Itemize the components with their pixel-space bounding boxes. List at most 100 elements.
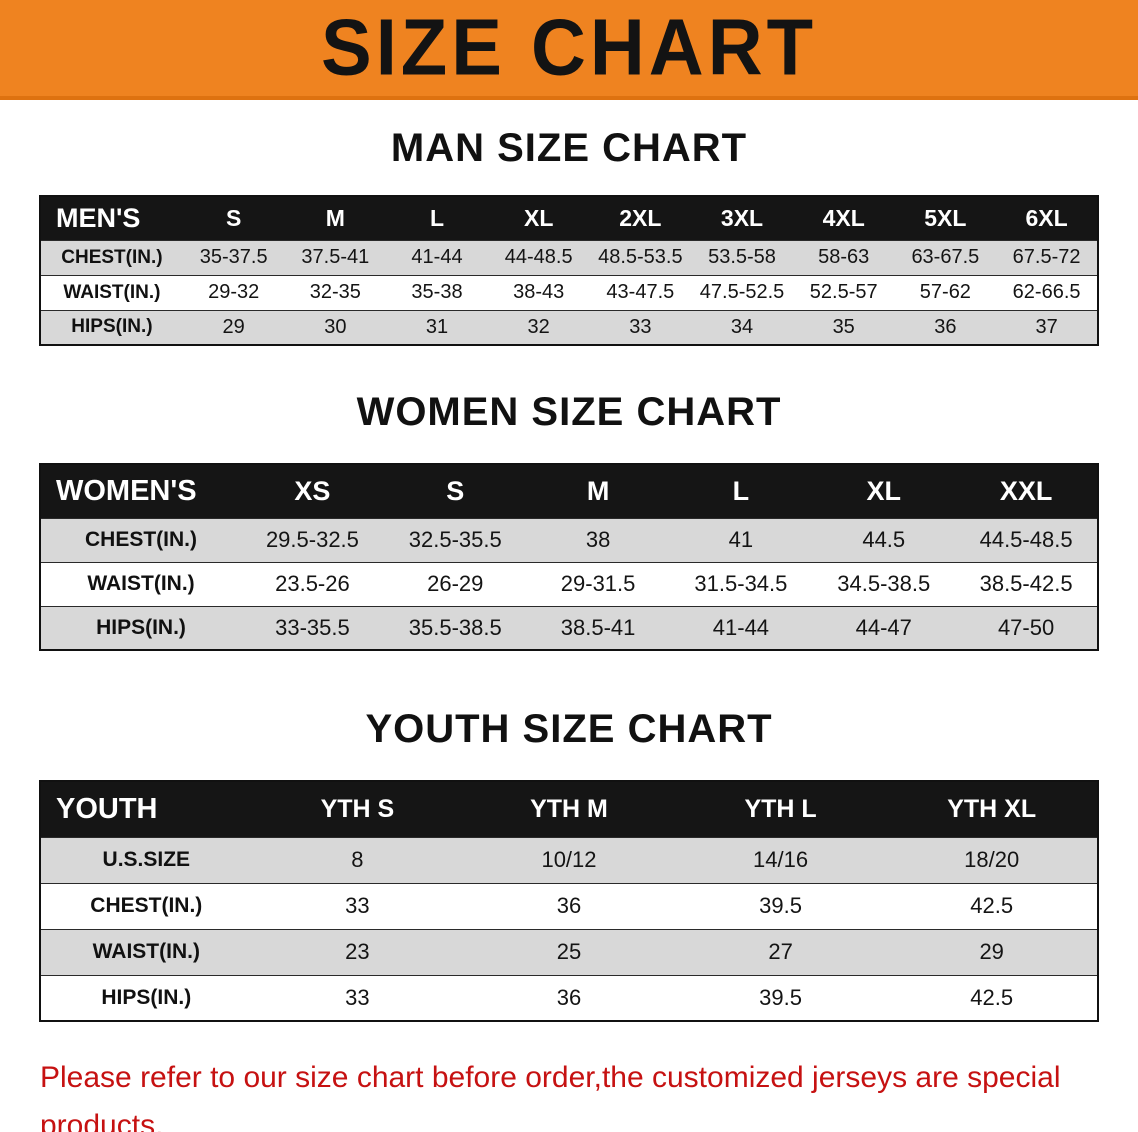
men-corner-label: MEN'S [40,196,183,240]
table-cell: 41-44 [386,239,488,275]
table-row: U.S.SIZE 8 10/12 14/16 18/20 [40,836,1098,883]
table-cell: 31 [386,309,488,345]
column-header: XS [241,464,384,518]
table-cell: 34 [691,309,793,345]
table-row: HIPS(IN.) 33-35.5 35.5-38.5 38.5-41 41-44 44-… [40,605,1098,650]
women-size-table: WOMEN'S XS S M L XL XXL CHEST(IN.) 29.5-32.5 32.5… [39,463,1099,651]
banner-title: SIZE CHART [321,2,817,93]
table-cell: 27 [674,928,887,975]
table-cell: 44.5-48.5 [955,517,1098,562]
column-header: L [669,464,813,518]
youth-section-heading: YOUTH SIZE CHART [365,707,773,751]
table-cell: 14/16 [674,836,887,883]
youth-size-table-container: YOUTH YTH S YTH M YTH L YTH XL U.S.SIZE 8 10/12… [39,780,1099,1022]
row-label: CHEST(IN.) [40,882,252,929]
table-cell: 34.5-38.5 [812,561,956,606]
table-cell: 44-47 [812,605,956,650]
table-cell: 42.5 [886,974,1098,1021]
men-section-heading: MAN SIZE CHART [390,126,748,170]
table-cell: 8 [251,836,464,883]
column-header: S [383,464,527,518]
table-cell: 33 [589,309,692,345]
column-header: YTH M [463,781,675,837]
table-cell: 30 [284,309,387,345]
youth-corner-label: YOUTH [40,781,252,837]
table-cell: 47-50 [955,605,1098,650]
table-cell: 41-44 [669,605,813,650]
column-header: L [386,196,488,240]
column-header: YTH L [674,781,887,837]
table-cell: 39.5 [674,882,887,929]
table-cell: 29 [182,309,285,345]
table-cell: 38-43 [487,274,590,310]
row-label: CHEST(IN.) [40,517,242,562]
table-cell: 58-63 [792,239,895,275]
table-cell: 57-62 [894,274,997,310]
table-cell: 44-48.5 [487,239,590,275]
table-cell: 25 [463,928,675,975]
table-cell: 36 [463,882,675,929]
row-label: HIPS(IN.) [40,974,252,1021]
table-cell: 33 [251,974,464,1021]
table-cell: 10/12 [463,836,675,883]
table-row: CHEST(IN.) 29.5-32.5 32.5-35.5 38 41 44.5 44.5… [40,517,1098,562]
table-row: HIPS(IN.) 29 30 31 32 33 34 35 36 37 [40,309,1098,345]
table-cell: 41 [669,517,813,562]
table-cell: 26-29 [383,561,527,606]
table-cell: 35-37.5 [182,239,285,275]
table-cell: 35-38 [386,274,488,310]
women-corner-label: WOMEN'S [40,464,242,518]
table-row: WAIST(IN.) 23 25 27 29 [40,928,1098,975]
table-cell: 39.5 [674,974,887,1021]
table-cell: 43-47.5 [589,274,692,310]
table-row: CHEST(IN.) 35-37.5 37.5-41 41-44 44-48.5 48.5… [40,239,1098,275]
row-label: WAIST(IN.) [40,928,252,975]
row-label: WAIST(IN.) [40,274,183,310]
table-cell: 18/20 [886,836,1098,883]
table-cell: 47.5-52.5 [691,274,793,310]
table-cell: 32-35 [284,274,387,310]
column-header: 2XL [589,196,692,240]
table-header-row: MEN'S S M L XL 2XL 3XL 4XL 5XL 6XL [40,196,1098,240]
table-cell: 44.5 [812,517,956,562]
table-cell: 32 [487,309,590,345]
column-header: XL [487,196,590,240]
row-label: WAIST(IN.) [40,561,242,606]
column-header: 3XL [691,196,793,240]
table-cell: 62-66.5 [996,274,1098,310]
table-cell: 29.5-32.5 [241,517,384,562]
column-header: XXL [955,464,1098,518]
column-header: YTH XL [886,781,1098,837]
table-row: HIPS(IN.) 33 36 39.5 42.5 [40,974,1098,1021]
table-cell: 36 [894,309,997,345]
men-size-table: MEN'S S M L XL 2XL 3XL 4XL 5XL 6XL CHEST(IN.) 35-37… [39,195,1099,346]
table-cell: 31.5-34.5 [669,561,813,606]
row-label: HIPS(IN.) [40,605,242,650]
disclaimer-line-1: Please refer to our size chart before or… [40,1061,1061,1132]
table-header-row: YOUTH YTH S YTH M YTH L YTH XL [40,781,1098,837]
youth-size-table: YOUTH YTH S YTH M YTH L YTH XL U.S.SIZE 8 10/12… [39,780,1099,1022]
table-row: WAIST(IN.) 29-32 32-35 35-38 38-43 43-47.5 47.… [40,274,1098,310]
banner: SIZE CHART [0,0,1138,100]
column-header: S [182,196,285,240]
column-header: M [284,196,387,240]
table-cell: 36 [463,974,675,1021]
table-row: CHEST(IN.) 33 36 39.5 42.5 [40,882,1098,929]
table-cell: 38.5-42.5 [955,561,1098,606]
table-cell: 33-35.5 [241,605,384,650]
table-cell: 42.5 [886,882,1098,929]
row-label: CHEST(IN.) [40,239,183,275]
table-cell: 32.5-35.5 [383,517,527,562]
women-section-heading: WOMEN SIZE CHART [356,390,782,434]
table-cell: 29-32 [182,274,285,310]
column-header: M [526,464,670,518]
column-header: 5XL [894,196,997,240]
table-cell: 35.5-38.5 [383,605,527,650]
column-header: 6XL [996,196,1098,240]
column-header: XL [812,464,956,518]
table-cell: 53.5-58 [691,239,793,275]
table-cell: 37.5-41 [284,239,387,275]
row-label: HIPS(IN.) [40,309,183,345]
table-cell: 38 [526,517,670,562]
